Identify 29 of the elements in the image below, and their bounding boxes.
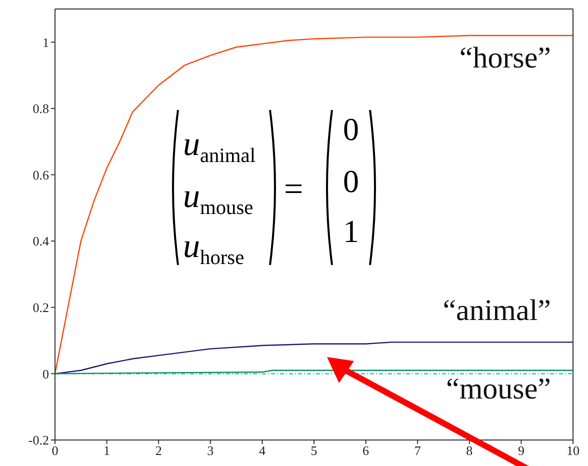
x-tick-label: 6 bbox=[362, 443, 370, 458]
annotation: 1 bbox=[343, 213, 359, 249]
y-tick-label: 1 bbox=[42, 34, 49, 50]
annotation: = bbox=[284, 171, 304, 208]
y-tick-label: 0.6 bbox=[32, 167, 50, 182]
x-tick-label: 10 bbox=[566, 443, 580, 458]
x-tick-label: 9 bbox=[518, 443, 524, 458]
line-series bbox=[55, 342, 573, 374]
annotation: u$_{mouse}$ bbox=[183, 178, 254, 219]
x-tick-label: 1 bbox=[104, 443, 110, 458]
x-tick-label: 7 bbox=[414, 443, 422, 458]
x-tick-label: 3 bbox=[207, 443, 214, 458]
annotation: 0 bbox=[343, 163, 359, 199]
y-tick-label: 0.8 bbox=[32, 101, 49, 116]
x-tick-label: 5 bbox=[310, 443, 318, 458]
line-series bbox=[55, 34, 573, 374]
y-tick-label: 0.4 bbox=[32, 234, 50, 249]
annotation: u$_{animal}$ bbox=[183, 126, 256, 167]
series-label: “animal” bbox=[442, 294, 551, 328]
annotation: u$_{horse}$ bbox=[183, 228, 244, 269]
y-tick-label: 0.2 bbox=[32, 300, 49, 315]
annotation: 0 bbox=[343, 111, 359, 147]
x-tick-label: 4 bbox=[258, 443, 266, 458]
series-label: “horse” bbox=[459, 42, 551, 75]
y-tick-label: 0 bbox=[42, 366, 49, 382]
x-tick-label: 8 bbox=[466, 443, 473, 458]
x-tick-label: 2 bbox=[155, 443, 162, 458]
y-tick-label: -0.2 bbox=[28, 432, 49, 448]
series-label: “mouse” bbox=[446, 372, 551, 406]
